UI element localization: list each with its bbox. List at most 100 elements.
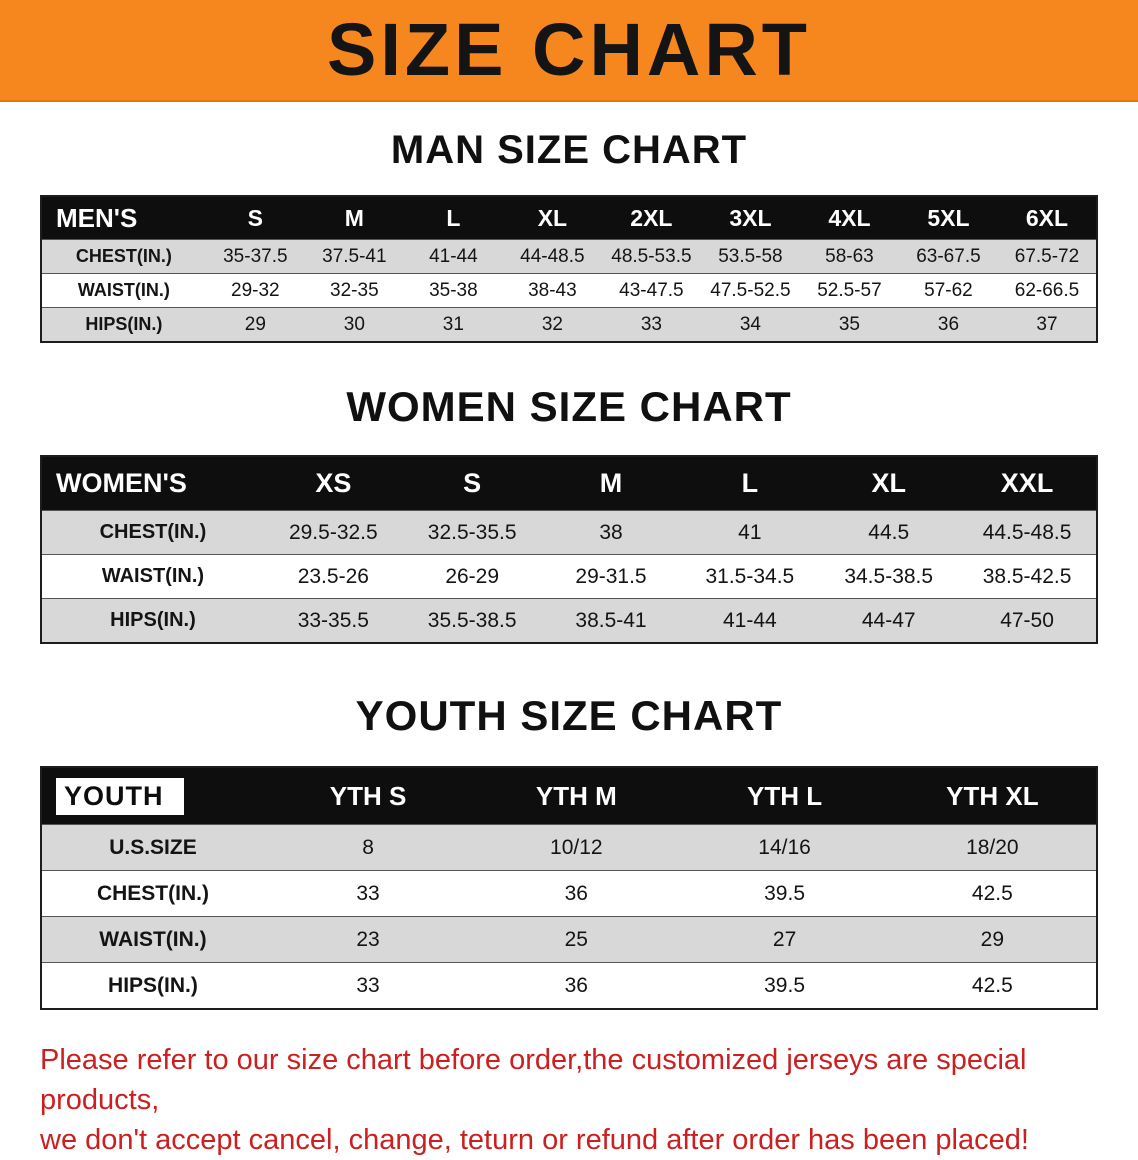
- size-cell: 39.5: [680, 962, 889, 1010]
- banner: SIZE CHART: [0, 0, 1138, 102]
- row-label: CHEST(IN.): [41, 239, 206, 274]
- disclaimer-line-2: we don't accept cancel, change, teturn o…: [40, 1124, 1029, 1157]
- size-cell: 33: [601, 307, 701, 343]
- table-row: WAIST(IN.) 23.5-26 26-29 29-31.5 31.5-34.5 34…: [41, 554, 1097, 599]
- column-header: M: [304, 196, 404, 240]
- size-cell: 23: [263, 916, 473, 963]
- table-row: HIPS(IN.) 33 36 39.5 42.5: [41, 962, 1097, 1010]
- size-cell: 32: [502, 307, 602, 343]
- women-size-table: WOMEN'S XS S M L XL XXL CHEST(IN.) 29.5-32.5 32.5…: [40, 455, 1098, 644]
- size-cell: 43-47.5: [601, 273, 701, 308]
- column-header: 5XL: [898, 196, 998, 240]
- table-row: CHEST(IN.) 35-37.5 37.5-41 41-44 44-48.5 48.5…: [41, 239, 1097, 274]
- header-row: WOMEN'S XS S M L XL XXL: [41, 456, 1097, 511]
- row-label: HIPS(IN.): [41, 962, 264, 1010]
- size-cell: 10/12: [472, 824, 681, 871]
- header-row: YOUTH YTH S YTH M YTH L YTH XL: [41, 767, 1097, 825]
- size-cell: 35.5-38.5: [402, 598, 542, 644]
- column-header: YTH L: [680, 767, 889, 825]
- column-header: XL: [502, 196, 602, 240]
- size-cell: 32.5-35.5: [402, 510, 542, 555]
- men-size-chart-heading: MAN SIZE CHART: [390, 128, 748, 172]
- size-cell: 52.5-57: [799, 273, 899, 308]
- size-cell: 38.5-42.5: [958, 554, 1097, 599]
- size-cell: 33: [263, 962, 473, 1010]
- size-cell: 35: [799, 307, 899, 343]
- table-row: CHEST(IN.) 29.5-32.5 32.5-35.5 38 41 44.5 44.5…: [41, 510, 1097, 555]
- column-header: 3XL: [700, 196, 800, 240]
- size-cell: 58-63: [799, 239, 899, 274]
- row-label: CHEST(IN.): [41, 870, 264, 917]
- size-cell: 48.5-53.5: [601, 239, 701, 274]
- column-header: XS: [263, 456, 403, 511]
- column-header: S: [402, 456, 542, 511]
- size-cell: 53.5-58: [700, 239, 800, 274]
- size-cell: 33-35.5: [263, 598, 403, 644]
- row-label: CHEST(IN.): [41, 510, 264, 555]
- table-row: WAIST(IN.) 23 25 27 29: [41, 916, 1097, 963]
- table-row: CHEST(IN.) 33 36 39.5 42.5: [41, 870, 1097, 917]
- size-cell: 63-67.5: [898, 239, 998, 274]
- size-cell: 47-50: [958, 598, 1097, 644]
- column-header: M: [541, 456, 681, 511]
- table-title-cell: YOUTH: [41, 767, 264, 825]
- size-cell: 18/20: [888, 824, 1097, 871]
- size-cell: 27: [680, 916, 889, 963]
- size-cell: 32-35: [304, 273, 404, 308]
- size-cell: 41-44: [403, 239, 503, 274]
- page-title: SIZE CHART: [327, 8, 811, 91]
- size-cell: 26-29: [402, 554, 542, 599]
- table-title-cell: MEN'S: [41, 196, 206, 240]
- column-header: YTH XL: [888, 767, 1097, 825]
- table-title-cell: WOMEN'S: [41, 456, 264, 511]
- youth-size-table: YOUTH YTH S YTH M YTH L YTH XL U.S.SIZE 8 10/12…: [40, 766, 1098, 1010]
- row-label: WAIST(IN.): [41, 554, 264, 599]
- disclaimer-line-1: Please refer to our size chart before or…: [40, 1044, 1027, 1117]
- disclaimer-note: Please refer to our size chart before or…: [40, 1040, 1100, 1160]
- row-label: U.S.SIZE: [41, 824, 264, 871]
- row-label: WAIST(IN.): [41, 916, 264, 963]
- column-header: L: [403, 196, 503, 240]
- size-cell: 35-37.5: [205, 239, 305, 274]
- row-label: HIPS(IN.): [41, 307, 206, 343]
- size-cell: 41-44: [680, 598, 820, 644]
- men-size-table: MEN'S S M L XL 2XL 3XL 4XL 5XL 6XL CHEST(IN.) 35-37…: [40, 195, 1098, 343]
- size-cell: 41: [680, 510, 820, 555]
- size-cell: 36: [472, 870, 681, 917]
- size-cell: 29-31.5: [541, 554, 681, 599]
- size-cell: 57-62: [898, 273, 998, 308]
- youth-size-chart-heading: YOUTH SIZE CHART: [355, 692, 783, 739]
- size-cell: 14/16: [680, 824, 889, 871]
- size-cell: 42.5: [888, 870, 1097, 917]
- size-cell: 44-48.5: [502, 239, 602, 274]
- row-label: HIPS(IN.): [41, 598, 264, 644]
- size-cell: 8: [263, 824, 473, 871]
- size-cell: 44.5-48.5: [958, 510, 1097, 555]
- size-cell: 44.5: [819, 510, 959, 555]
- column-header: 2XL: [601, 196, 701, 240]
- youth-section: YOUTH SIZE CHART YOUTH YTH S YTH M YTH L YTH…: [0, 644, 1138, 1010]
- header-row: MEN'S S M L XL 2XL 3XL 4XL 5XL 6XL: [41, 196, 1097, 240]
- column-header: YTH M: [472, 767, 681, 825]
- size-cell: 29-32: [205, 273, 305, 308]
- column-header: L: [680, 456, 820, 511]
- table-row: WAIST(IN.) 29-32 32-35 35-38 38-43 43-47.5 47.…: [41, 273, 1097, 308]
- row-label: WAIST(IN.): [41, 273, 206, 308]
- size-cell: 34.5-38.5: [819, 554, 959, 599]
- size-cell: 29.5-32.5: [263, 510, 403, 555]
- size-cell: 31: [403, 307, 503, 343]
- size-cell: 42.5: [888, 962, 1097, 1010]
- size-cell: 36: [898, 307, 998, 343]
- size-cell: 37.5-41: [304, 239, 404, 274]
- women-size-chart-heading: WOMEN SIZE CHART: [346, 383, 792, 430]
- size-cell: 47.5-52.5: [700, 273, 800, 308]
- size-cell: 67.5-72: [997, 239, 1097, 274]
- table-row: HIPS(IN.) 33-35.5 35.5-38.5 38.5-41 41-44 44-…: [41, 598, 1097, 644]
- size-cell: 35-38: [403, 273, 503, 308]
- table-row: U.S.SIZE 8 10/12 14/16 18/20: [41, 824, 1097, 871]
- size-cell: 38-43: [502, 273, 602, 308]
- size-cell: 30: [304, 307, 404, 343]
- size-cell: 38: [541, 510, 681, 555]
- size-cell: 36: [472, 962, 681, 1010]
